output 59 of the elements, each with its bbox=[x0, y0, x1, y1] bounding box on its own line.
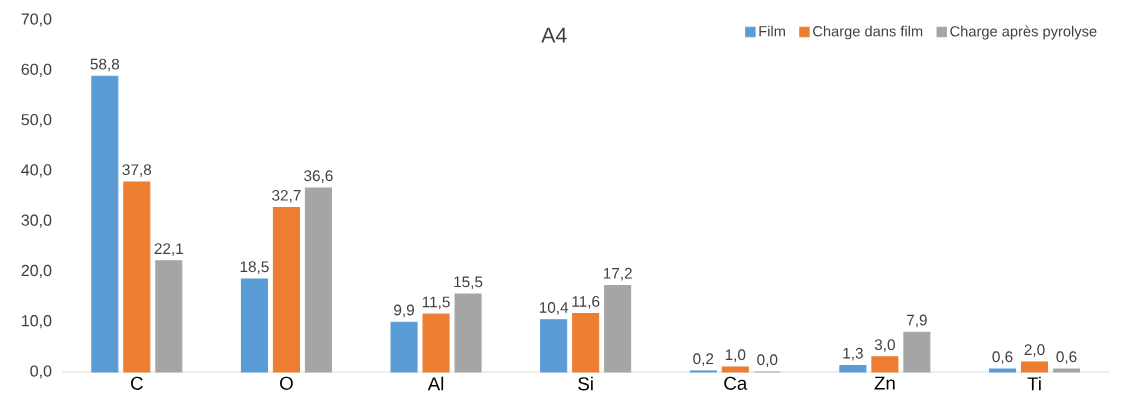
data-label: 0,2 bbox=[693, 353, 714, 367]
legend-label: Charge dans film bbox=[813, 25, 923, 40]
y-tick-label: 30,0 bbox=[21, 214, 52, 228]
legend-label: Film bbox=[759, 25, 785, 37]
x-tick-label: Al bbox=[427, 376, 444, 391]
data-label: 0,0 bbox=[757, 354, 778, 368]
y-tick-label: 60,0 bbox=[21, 63, 52, 77]
data-label: 1,3 bbox=[843, 347, 863, 361]
bar bbox=[240, 278, 268, 373]
data-label: 17,2 bbox=[603, 267, 632, 281]
chart-title: A4 bbox=[541, 27, 567, 43]
bar bbox=[390, 321, 418, 373]
bar bbox=[155, 260, 183, 373]
data-label: 58,8 bbox=[90, 58, 120, 72]
bar bbox=[988, 368, 1017, 373]
data-label: 11,6 bbox=[572, 296, 600, 309]
data-label: 3,0 bbox=[874, 339, 895, 352]
data-label: 15,5 bbox=[454, 276, 483, 290]
x-tick-label: O bbox=[280, 376, 293, 390]
bar bbox=[1052, 368, 1081, 373]
data-label: 36,6 bbox=[304, 170, 333, 183]
y-tick-label: 0,0 bbox=[30, 365, 52, 379]
bar bbox=[1020, 361, 1049, 373]
data-label: 37,8 bbox=[122, 164, 152, 177]
data-label: 7,9 bbox=[907, 314, 927, 328]
data-label: 2,0 bbox=[1024, 344, 1045, 357]
data-label: 9,9 bbox=[394, 304, 414, 318]
bar bbox=[91, 75, 119, 373]
bar bbox=[272, 207, 300, 373]
data-label: 18,5 bbox=[240, 261, 269, 274]
x-tick-label: Ti bbox=[1027, 376, 1041, 391]
data-label: 32,7 bbox=[272, 189, 301, 203]
y-tick-label: 40,0 bbox=[21, 164, 52, 178]
y-tick-label: 50,0 bbox=[21, 113, 52, 128]
bar bbox=[304, 187, 332, 373]
bar bbox=[839, 364, 867, 373]
x-tick-label: Si bbox=[578, 376, 593, 391]
bar bbox=[123, 181, 151, 373]
x-tick-label: Zn bbox=[874, 376, 895, 390]
data-label: 0,6 bbox=[1056, 351, 1077, 364]
legend-label: Charge après pyrolyse bbox=[950, 25, 1097, 40]
y-tick-label: 20,0 bbox=[21, 264, 52, 279]
bar bbox=[540, 319, 568, 373]
data-label: 0,6 bbox=[992, 351, 1013, 364]
data-label: 11,5 bbox=[422, 296, 450, 310]
y-tick-label: 10,0 bbox=[22, 315, 52, 329]
bar bbox=[454, 293, 482, 373]
data-label: 22,1 bbox=[154, 243, 183, 256]
bar bbox=[604, 284, 632, 373]
x-tick-label: Ca bbox=[724, 376, 748, 390]
bar bbox=[422, 313, 450, 373]
bar bbox=[572, 313, 600, 373]
bar bbox=[721, 366, 749, 373]
bar bbox=[871, 356, 899, 373]
data-label: 10,4 bbox=[539, 302, 569, 315]
y-tick-label: 70,0 bbox=[21, 13, 52, 27]
data-label: 1,0 bbox=[725, 349, 746, 362]
x-tick-label: C bbox=[131, 376, 143, 390]
bar bbox=[903, 331, 931, 373]
